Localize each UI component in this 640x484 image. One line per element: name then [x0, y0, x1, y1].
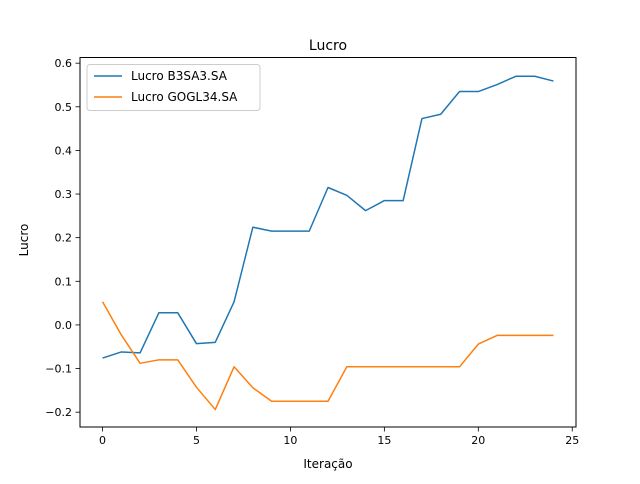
ticks-layer: 0 5 10 15 20 25 −0.2 −0.1 0.0 0.1 0.2 0.3 0.4 0.5 0.6	[45, 57, 579, 447]
x-tick-label: 25	[565, 434, 579, 447]
y-tick-label: 0.2	[55, 232, 73, 245]
series-line-2	[103, 302, 554, 410]
y-tick-label: 0.4	[55, 144, 73, 157]
y-tick-label: 0.1	[55, 275, 73, 288]
legend-label-1: Lucro B3SA3.SA	[131, 69, 228, 83]
x-tick-label: 0	[99, 434, 106, 447]
y-tick-label: 0.5	[55, 101, 73, 114]
chart-title: Lucro	[309, 38, 347, 54]
legend-label-2: Lucro GOGL34.SA	[131, 90, 238, 104]
series-layer	[103, 76, 554, 409]
x-axis-label: Iteração	[303, 457, 352, 471]
y-tick-label: −0.2	[45, 406, 72, 419]
y-tick-label: 0.6	[55, 57, 73, 70]
x-tick-label: 5	[193, 434, 200, 447]
y-tick-label: 0.3	[55, 188, 73, 201]
x-tick-label: 20	[471, 434, 485, 447]
legend: Lucro B3SA3.SA Lucro GOGL34.SA	[87, 65, 260, 111]
x-tick-label: 10	[283, 434, 297, 447]
y-axis-label: Lucro	[17, 224, 31, 257]
series-line-1	[103, 76, 554, 358]
y-tick-label: 0.0	[55, 319, 73, 332]
plot-frame	[80, 58, 576, 428]
x-tick-label: 15	[377, 434, 391, 447]
y-tick-label: −0.1	[45, 363, 72, 376]
